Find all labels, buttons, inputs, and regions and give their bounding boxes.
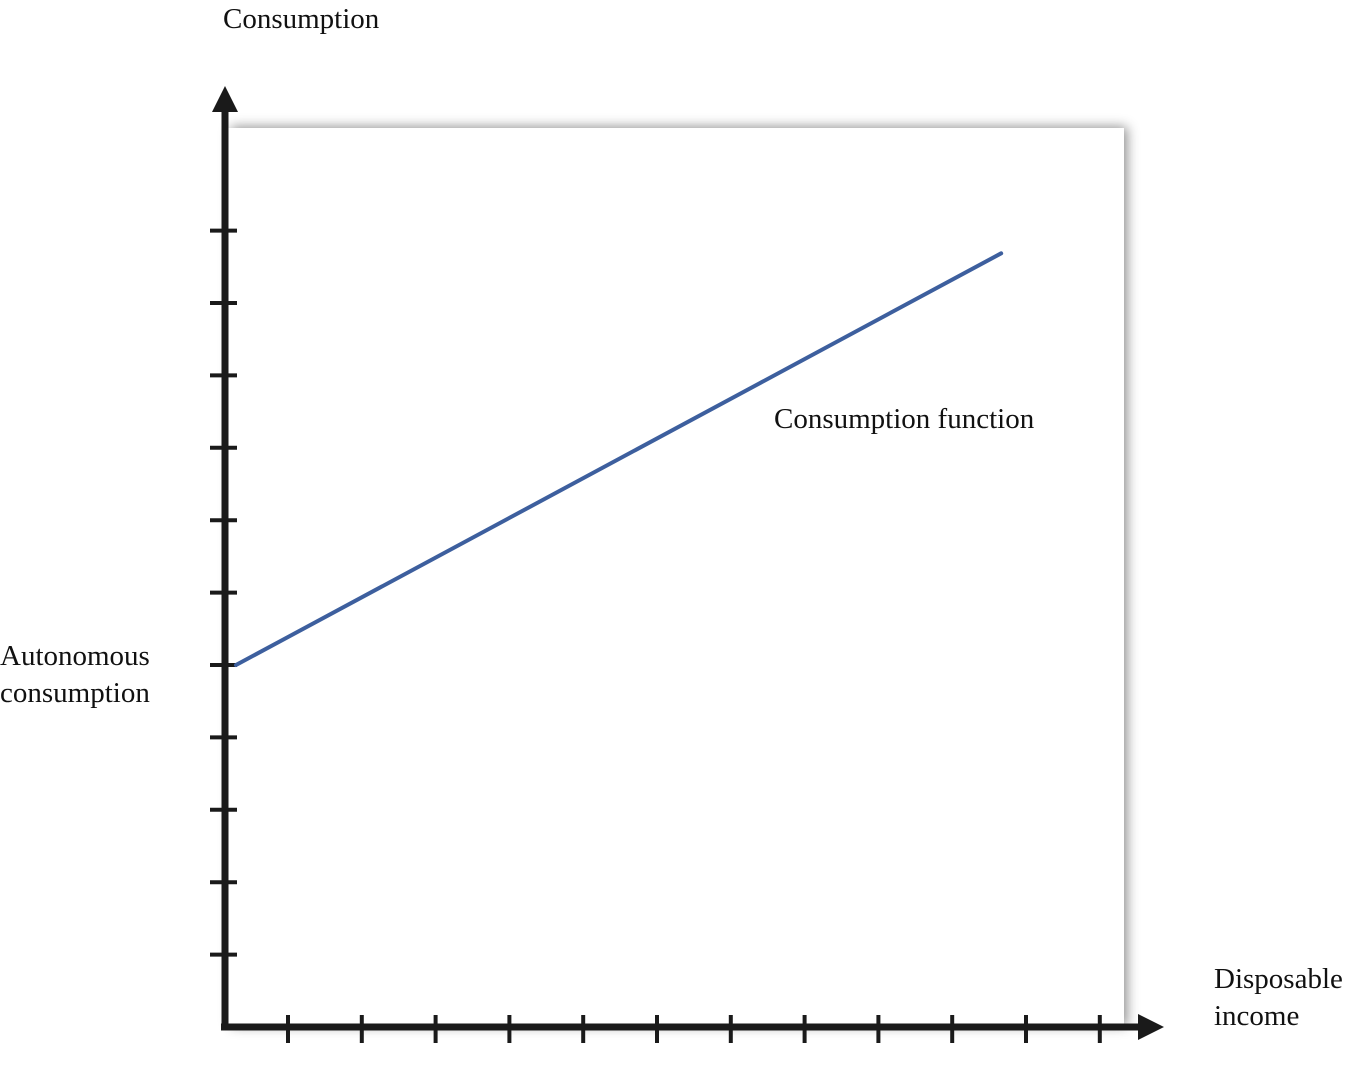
x-axis-label-line-2: income [1214, 1000, 1299, 1032]
autonomous-consumption-annotation: Autonomous consumption [0, 640, 157, 709]
y-axis-label: Consumption [223, 3, 380, 35]
annotation-line-2: consumption [0, 677, 150, 709]
x-axis-label: Disposable income [1214, 963, 1350, 1032]
plot-panel [228, 128, 1124, 1027]
y-axis-arrowhead [212, 86, 238, 112]
series-label: Consumption function [774, 403, 1035, 435]
consumption-function-line [234, 251, 1004, 667]
x-axis-arrowhead [1138, 1014, 1164, 1040]
annotation-line-1: Autonomous [0, 640, 150, 672]
x-axis-label-line-1: Disposable [1214, 963, 1343, 995]
